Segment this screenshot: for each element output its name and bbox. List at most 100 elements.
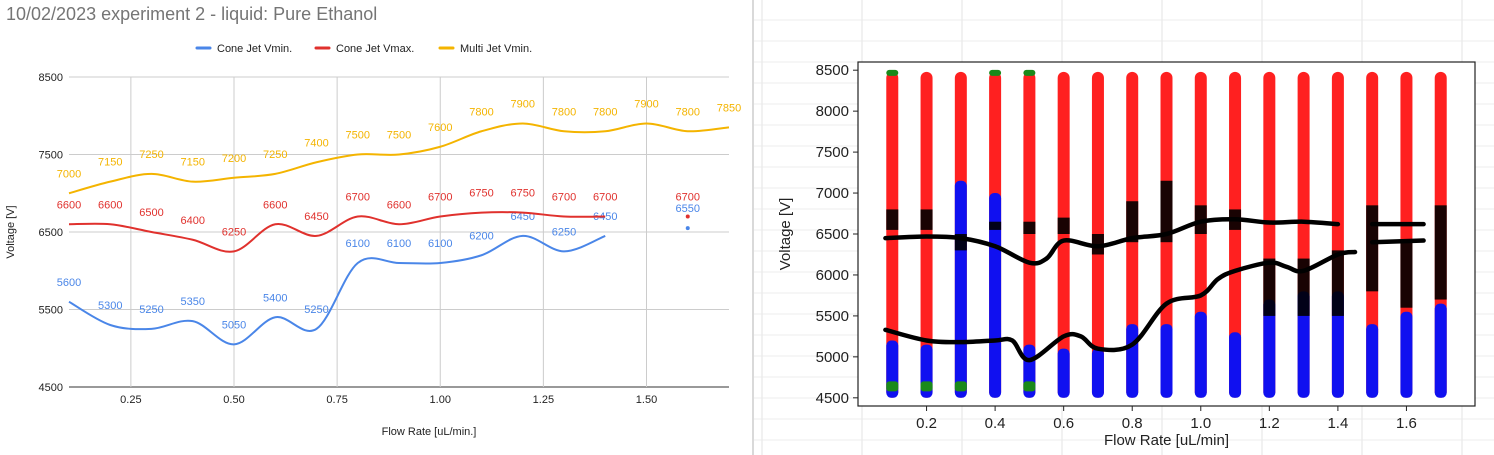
y-axis-label: Voltage [V]: [777, 198, 794, 271]
data-label: 6700: [593, 192, 617, 204]
data-label: 6750: [511, 188, 535, 200]
x-tick-label: 0.25: [120, 394, 141, 406]
x-axis-label: Flow Rate [uL/min]: [1104, 432, 1229, 449]
data-label: 7900: [634, 99, 658, 111]
data-label: 5250: [139, 304, 163, 316]
x-tick-label: 1.0: [1190, 415, 1211, 432]
blue-marker-column: [1400, 311, 1413, 398]
data-label: 7500: [346, 130, 370, 142]
y-tick-label: 7500: [816, 144, 849, 161]
black-marker-band: [886, 209, 899, 230]
legend-label: Multi Jet Vmin.: [460, 43, 532, 55]
blue-marker-column: [1434, 303, 1447, 398]
blue-marker-column: [1126, 324, 1139, 398]
data-label: 5400: [263, 292, 287, 304]
black-marker-band: [1400, 242, 1413, 308]
data-label: 7250: [263, 149, 287, 161]
voltage-line-chart: 4500 5500 6500 7500 8500 0.25 0.50 0.75 1.00 1.25…: [5, 43, 741, 438]
y-axis-label: Voltage [V]: [5, 205, 17, 258]
right-panel: 4500 5000 5500 6000 6500 7000 7500 8000 8500 0.2 0…: [754, 0, 1494, 455]
y-tick-label: 5500: [816, 308, 849, 325]
data-label: 7850: [717, 102, 741, 114]
data-label: 6450: [304, 211, 328, 223]
data-label: 6750: [469, 188, 493, 200]
blue-marker-column: [1297, 291, 1310, 398]
panel-divider: [752, 0, 754, 455]
blue-marker-column: [1091, 348, 1104, 398]
green-marker: [920, 381, 933, 392]
green-marker: [1023, 381, 1036, 392]
data-label: 6600: [98, 199, 122, 211]
data-label: 6700: [552, 192, 576, 204]
data-label: 7800: [469, 106, 493, 118]
data-label: 6200: [469, 230, 493, 242]
x-tick-label: 0.2: [916, 415, 937, 432]
fit-line: [883, 216, 1341, 266]
y-tick-label: 6000: [816, 267, 849, 284]
data-label: 6100: [428, 238, 452, 250]
red-marker-column: [1057, 71, 1070, 398]
red-marker-column: [1023, 71, 1036, 398]
green-marker: [989, 69, 1002, 76]
black-marker-band: [920, 209, 933, 230]
data-label: 6600: [263, 199, 287, 211]
data-label: 5250: [304, 304, 328, 316]
y-tick-label: 6500: [39, 227, 63, 239]
series-line: [68, 122, 730, 195]
y-tick-label: 6500: [816, 226, 849, 243]
x-tick-label: 0.8: [1122, 415, 1143, 432]
blue-marker-column: [1366, 324, 1379, 398]
data-label: 6500: [139, 207, 163, 219]
data-label: 7150: [98, 157, 122, 169]
data-label: 7250: [139, 149, 163, 161]
blue-marker-column: [954, 180, 967, 398]
blue-marker-column: [1194, 311, 1207, 398]
data-label: 6600: [57, 199, 81, 211]
data-label: 6550: [676, 203, 700, 215]
blue-marker-column: [1057, 348, 1070, 398]
y-tick-label: 8500: [39, 72, 63, 84]
data-label: 7900: [511, 99, 535, 111]
blue-marker-column: [1229, 332, 1242, 398]
black-marker-band: [1057, 217, 1070, 234]
green-marker: [1023, 69, 1036, 76]
green-marker: [954, 381, 967, 392]
data-label: 6250: [552, 226, 576, 238]
blue-marker-column: [1160, 324, 1173, 398]
data-label: 6700: [346, 192, 370, 204]
data-label: 6700: [676, 192, 700, 204]
black-marker-band: [1263, 258, 1276, 316]
data-label: 7150: [181, 157, 205, 169]
data-label: 6400: [181, 215, 205, 227]
fit-line: [883, 249, 1358, 363]
y-tick-label: 7500: [39, 150, 63, 162]
black-marker-band: [1434, 205, 1447, 300]
y-tick-label: 4500: [39, 382, 63, 394]
series-line: [68, 211, 606, 253]
y-tick-label: 8000: [816, 103, 849, 120]
y-tick-label: 5500: [39, 305, 63, 317]
series-point: [685, 226, 690, 231]
page-title: 10/02/2023 experiment 2 - liquid: Pure E…: [6, 4, 378, 24]
data-label: 5050: [222, 319, 246, 331]
x-tick-label: 1.2: [1259, 415, 1280, 432]
x-tick-label: 0.50: [223, 394, 244, 406]
data-label: 6250: [222, 226, 246, 238]
x-tick-label: 1.4: [1327, 415, 1348, 432]
x-tick-label: 1.25: [533, 394, 554, 406]
y-tick-label: 7000: [816, 185, 849, 202]
x-tick-label: 0.4: [985, 415, 1006, 432]
blue-marker-column: [1263, 299, 1276, 398]
x-axis-label: Flow Rate [uL/min.]: [382, 426, 477, 438]
data-label: 5350: [181, 296, 205, 308]
black-marker-band: [1023, 221, 1036, 234]
x-tick-label: 1.50: [636, 394, 657, 406]
green-marker: [886, 381, 899, 392]
data-label: 7500: [387, 130, 411, 142]
x-tick-label: 1.6: [1396, 415, 1417, 432]
data-label: 5300: [98, 300, 122, 312]
left-panel: 10/02/2023 experiment 2 - liquid: Pure E…: [5, 4, 742, 438]
legend-label: Cone Jet Vmin.: [217, 43, 292, 55]
data-label: 7400: [304, 137, 328, 149]
black-marker-band: [1331, 250, 1344, 316]
